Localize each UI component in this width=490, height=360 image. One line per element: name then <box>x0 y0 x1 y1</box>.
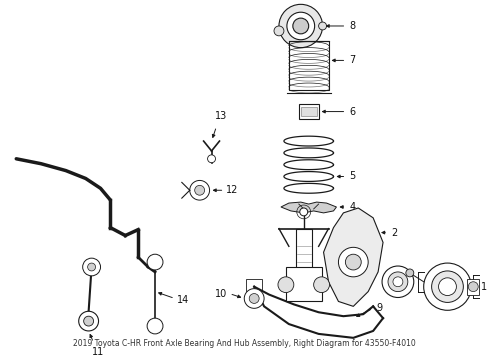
Circle shape <box>388 272 408 292</box>
Bar <box>286 267 321 301</box>
Polygon shape <box>323 208 383 306</box>
Circle shape <box>195 185 205 195</box>
Circle shape <box>424 263 471 310</box>
Circle shape <box>468 282 478 292</box>
Circle shape <box>382 266 414 297</box>
Circle shape <box>432 271 464 302</box>
Text: 7: 7 <box>349 55 356 66</box>
Text: 3: 3 <box>426 277 432 287</box>
Bar <box>467 279 479 294</box>
Bar <box>299 104 318 120</box>
Circle shape <box>345 254 361 270</box>
Circle shape <box>84 316 94 326</box>
Circle shape <box>278 277 294 293</box>
Circle shape <box>147 318 163 334</box>
Text: 8: 8 <box>349 21 355 31</box>
Circle shape <box>249 293 259 303</box>
Text: 6: 6 <box>349 107 355 117</box>
Circle shape <box>83 258 100 276</box>
Text: 1: 1 <box>481 282 488 292</box>
Text: 9: 9 <box>376 303 382 313</box>
Circle shape <box>293 18 309 34</box>
Circle shape <box>439 278 456 296</box>
Circle shape <box>279 4 322 48</box>
Circle shape <box>147 254 163 270</box>
Bar <box>246 279 262 291</box>
Circle shape <box>300 208 308 216</box>
Bar <box>296 229 312 272</box>
Circle shape <box>88 263 96 271</box>
Circle shape <box>190 180 210 200</box>
Text: 14: 14 <box>177 296 189 305</box>
Text: 5: 5 <box>349 171 356 181</box>
Text: 11: 11 <box>92 347 104 357</box>
Circle shape <box>274 26 284 36</box>
Text: 2: 2 <box>391 228 397 238</box>
Text: 3: 3 <box>354 218 361 228</box>
Circle shape <box>79 311 98 331</box>
Text: 13: 13 <box>215 111 227 121</box>
Circle shape <box>339 247 368 277</box>
Circle shape <box>406 269 414 277</box>
Text: 10: 10 <box>215 289 227 298</box>
Text: 12: 12 <box>226 185 239 195</box>
Circle shape <box>287 12 315 40</box>
Bar <box>301 107 317 117</box>
Circle shape <box>318 22 326 30</box>
Circle shape <box>314 277 329 293</box>
Circle shape <box>208 155 216 163</box>
Text: 2019 Toyota C-HR Front Axle Bearing And Hub Assembly, Right Diagram for 43550-F4: 2019 Toyota C-HR Front Axle Bearing And … <box>73 339 416 348</box>
Bar <box>289 41 328 90</box>
Polygon shape <box>281 202 337 213</box>
Bar <box>287 38 331 93</box>
Circle shape <box>393 277 403 287</box>
Text: 4: 4 <box>349 202 355 212</box>
Circle shape <box>244 289 264 308</box>
